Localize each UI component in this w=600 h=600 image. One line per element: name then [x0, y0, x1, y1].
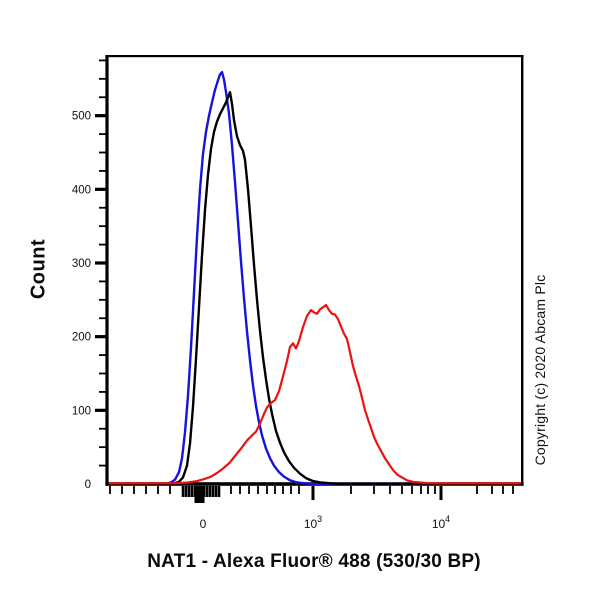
x-zero-cluster-tick	[190, 486, 194, 497]
x-tick-label: 104	[432, 514, 450, 531]
y-minor-tick	[99, 206, 107, 209]
x-major-tick	[201, 486, 205, 500]
y-axis-title: Count	[27, 238, 50, 300]
y-major-tick	[95, 408, 107, 412]
x-minor-tick	[350, 486, 352, 494]
y-minor-tick	[99, 59, 107, 62]
x-minor-tick	[133, 486, 135, 494]
x-zero-cluster-tick	[217, 486, 221, 497]
x-minor-tick	[298, 486, 300, 494]
x-minor-tick	[427, 486, 429, 494]
x-major-tick	[311, 486, 315, 500]
y-tick-label: 300	[72, 258, 91, 270]
x-minor-tick	[401, 486, 403, 494]
y-minor-tick	[99, 96, 107, 99]
y-minor-tick	[99, 225, 107, 228]
x-minor-tick	[239, 486, 241, 494]
x-zero-cluster-tick	[208, 486, 212, 497]
axis-labels: 0 100 200 300 400 500 0 103 104	[72, 111, 450, 531]
x-zero-deep-tick	[194, 486, 200, 503]
red-histogram-curve	[105, 303, 524, 485]
x-minor-tick	[248, 486, 250, 494]
blue-histogram-curve	[105, 70, 524, 486]
x-zero-cluster-tick	[211, 486, 215, 497]
y-minor-tick	[99, 170, 107, 172]
x-minor-tick	[502, 486, 504, 494]
y-minor-tick	[99, 372, 107, 375]
x-minor-tick	[491, 486, 493, 494]
y-tick-label: 0	[85, 479, 91, 491]
y-minor-tick	[99, 317, 107, 320]
y-minor-tick	[99, 354, 107, 356]
x-minor-tick	[290, 486, 292, 494]
y-minor-tick	[99, 280, 107, 283]
x-minor-tick	[257, 486, 259, 494]
y-major-tick	[95, 335, 107, 339]
x-minor-tick	[121, 486, 123, 494]
y-minor-tick	[99, 427, 107, 430]
x-zero-cluster-tick	[187, 486, 191, 497]
y-axis-line	[105, 55, 109, 486]
y-tick-label: 200	[72, 332, 91, 344]
y-minor-tick	[99, 391, 107, 393]
x-minor-tick	[169, 486, 171, 494]
chart-title: NAT1 - Alexa Fluor® 488 (530/30 BP)	[147, 551, 481, 572]
black-histogram-curve	[105, 90, 524, 486]
plot-frame-overlay	[105, 55, 524, 486]
y-minor-tick	[99, 446, 107, 449]
y-minor-tick	[99, 77, 107, 80]
histogram-curves	[105, 70, 524, 486]
x-minor-tick	[476, 486, 478, 494]
plot-border-right	[521, 55, 524, 486]
copyright-notice: Copyright (c) 2020 Abcam Plc	[532, 274, 548, 466]
x-minor-tick	[274, 486, 276, 494]
y-minor-tick	[99, 298, 107, 301]
x-zero-cluster-tick	[214, 486, 218, 497]
y-major-tick	[95, 114, 107, 118]
x-tick-label: 103	[304, 514, 322, 531]
y-minor-tick	[99, 243, 107, 246]
x-minor-tick	[411, 486, 413, 494]
axis-ticks	[95, 59, 514, 503]
y-minor-tick	[99, 464, 107, 467]
x-minor-tick	[420, 486, 422, 494]
x-tick-label: 0	[200, 517, 207, 531]
x-zero-cluster-tick	[205, 486, 209, 497]
x-minor-tick	[266, 486, 268, 494]
plot-border-top	[105, 55, 524, 58]
x-minor-tick	[109, 486, 111, 494]
y-tick-label: 100	[72, 405, 91, 417]
x-major-tick	[439, 486, 443, 500]
x-minor-tick	[373, 486, 375, 494]
x-minor-tick	[512, 486, 514, 494]
y-major-tick	[95, 261, 107, 265]
x-minor-tick	[389, 486, 391, 494]
x-minor-tick	[145, 486, 147, 494]
y-major-tick	[95, 187, 107, 191]
y-tick-label: 400	[72, 184, 91, 196]
y-tick-label: 500	[72, 111, 91, 123]
x-zero-cluster-tick	[184, 486, 188, 497]
x-minor-tick	[282, 486, 284, 494]
x-minor-tick	[434, 486, 436, 494]
y-minor-tick	[99, 151, 107, 154]
y-minor-tick	[99, 133, 107, 135]
x-minor-tick	[157, 486, 159, 494]
x-zero-cluster-tick	[181, 486, 185, 497]
x-minor-tick	[230, 486, 232, 494]
